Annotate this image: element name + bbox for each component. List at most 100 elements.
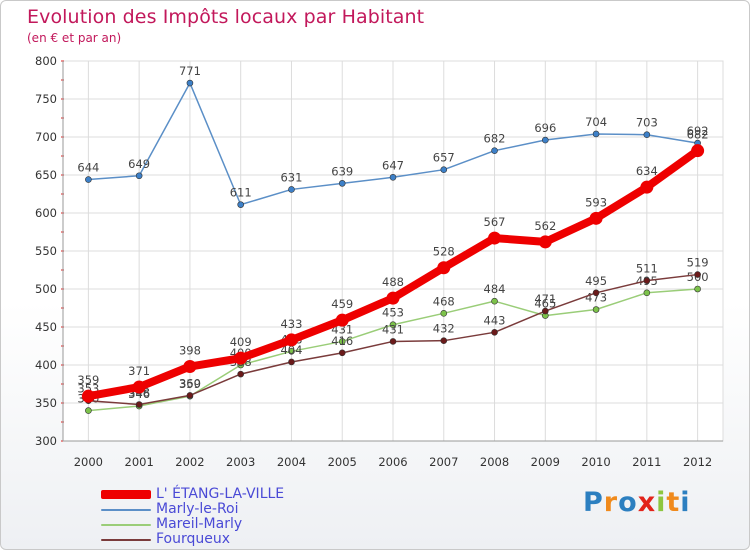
- x-tick-label: 2011: [632, 455, 661, 469]
- legend: L' ÉTANG-LA-VILLE Marly-le-Roi Mareil-Marl…: [101, 487, 284, 547]
- logo-letter: r: [603, 487, 619, 518]
- data-point: [694, 285, 701, 293]
- data-label: 359: [179, 377, 201, 391]
- data-point: [85, 407, 92, 414]
- x-tick-label: 2002: [175, 455, 204, 469]
- data-point: [542, 307, 549, 315]
- y-tick-label: 700: [35, 130, 57, 144]
- x-tick-label: 2000: [74, 455, 103, 469]
- data-label: 443: [484, 313, 506, 327]
- data-label: 495: [585, 274, 607, 288]
- legend-label: Fourqueux: [156, 531, 231, 547]
- x-tick-label: 2001: [125, 455, 154, 469]
- data-label: 593: [585, 195, 607, 209]
- x-tick-label: 2012: [683, 455, 712, 469]
- data-point: [186, 392, 194, 399]
- logo-letter: i: [656, 487, 667, 518]
- legend-label: Marly-le-Roi: [156, 501, 239, 517]
- data-point: [338, 180, 346, 187]
- data-point: [389, 173, 397, 181]
- data-label: 433: [280, 317, 302, 331]
- logo-letter: o: [618, 487, 638, 518]
- data-point: [694, 271, 701, 278]
- data-label: 398: [179, 344, 201, 358]
- data-label: 611: [230, 186, 252, 200]
- data-label: 528: [433, 245, 455, 259]
- data-label: 634: [636, 164, 658, 178]
- y-tick-label: 400: [35, 358, 57, 372]
- data-point: [491, 147, 498, 154]
- data-point: [237, 201, 244, 208]
- data-label: 404: [280, 343, 302, 357]
- y-tick-label: 800: [35, 54, 57, 68]
- data-label: 359: [77, 373, 99, 387]
- data-label: 657: [433, 151, 455, 165]
- data-label: 771: [179, 64, 201, 78]
- data-label: 471: [534, 292, 556, 306]
- data-label: 465: [534, 297, 556, 311]
- proxiti-logo: Proxiti: [583, 487, 691, 518]
- data-label: 459: [331, 297, 353, 311]
- legend-item: Marly-le-Roi: [101, 502, 284, 517]
- x-tick-label: 2004: [277, 455, 306, 469]
- x-tick-label: 2008: [480, 455, 509, 469]
- y-tick-label: 500: [35, 282, 57, 296]
- data-label: 682: [687, 128, 709, 142]
- data-label: 703: [636, 116, 658, 130]
- data-label: 488: [382, 275, 404, 289]
- chart-title: Evolution des Impôts locaux par Habitant: [27, 6, 425, 28]
- data-point: [338, 338, 346, 345]
- logo-letter: P: [583, 487, 604, 518]
- y-tick-label: 650: [35, 168, 57, 182]
- data-point: [643, 277, 651, 284]
- data-point: [288, 358, 295, 366]
- data-point: [589, 211, 603, 225]
- data-label: 484: [484, 282, 506, 296]
- legend-item: L' ÉTANG-LA-VILLE: [101, 487, 284, 502]
- data-label: 647: [382, 158, 404, 172]
- x-tick-label: 2009: [531, 455, 560, 469]
- data-point: [132, 380, 146, 394]
- data-point: [389, 338, 397, 345]
- legend-label: L' ÉTANG-LA-VILLE: [156, 486, 285, 502]
- x-tick-label: 2007: [429, 455, 458, 469]
- y-tick-label: 450: [35, 320, 57, 334]
- logo-letter: x: [637, 487, 657, 518]
- data-point: [643, 289, 651, 297]
- data-point: [437, 261, 451, 275]
- x-tick-label: 2005: [328, 455, 357, 469]
- data-point: [186, 79, 194, 87]
- data-label: 639: [331, 164, 353, 178]
- y-tick-label: 300: [35, 434, 57, 448]
- data-label: 682: [484, 132, 506, 146]
- data-point: [234, 351, 248, 365]
- data-label: 567: [484, 215, 506, 229]
- data-point: [135, 401, 143, 408]
- data-point: [643, 131, 651, 139]
- data-point: [288, 348, 295, 355]
- data-label: 409: [230, 335, 252, 349]
- data-label: 371: [128, 364, 150, 378]
- data-label: 704: [585, 115, 607, 129]
- data-point: [135, 172, 143, 180]
- data-point: [85, 176, 92, 183]
- y-tick-label: 600: [35, 206, 57, 220]
- data-point: [440, 166, 448, 173]
- data-label: 416: [331, 334, 353, 348]
- data-label: 431: [382, 322, 404, 336]
- data-label: 360: [179, 376, 201, 390]
- data-point: [640, 180, 654, 194]
- data-label: 468: [433, 294, 455, 308]
- data-label: 432: [433, 322, 455, 336]
- y-tick-label: 350: [35, 396, 57, 410]
- data-point: [237, 370, 244, 378]
- chart-subtitle: (en € et par an): [27, 31, 122, 45]
- data-label: 631: [280, 170, 302, 184]
- data-point: [338, 349, 346, 357]
- legend-swatch: [101, 538, 151, 541]
- data-point: [81, 389, 95, 403]
- x-tick-label: 2006: [378, 455, 407, 469]
- legend-swatch: [101, 508, 151, 511]
